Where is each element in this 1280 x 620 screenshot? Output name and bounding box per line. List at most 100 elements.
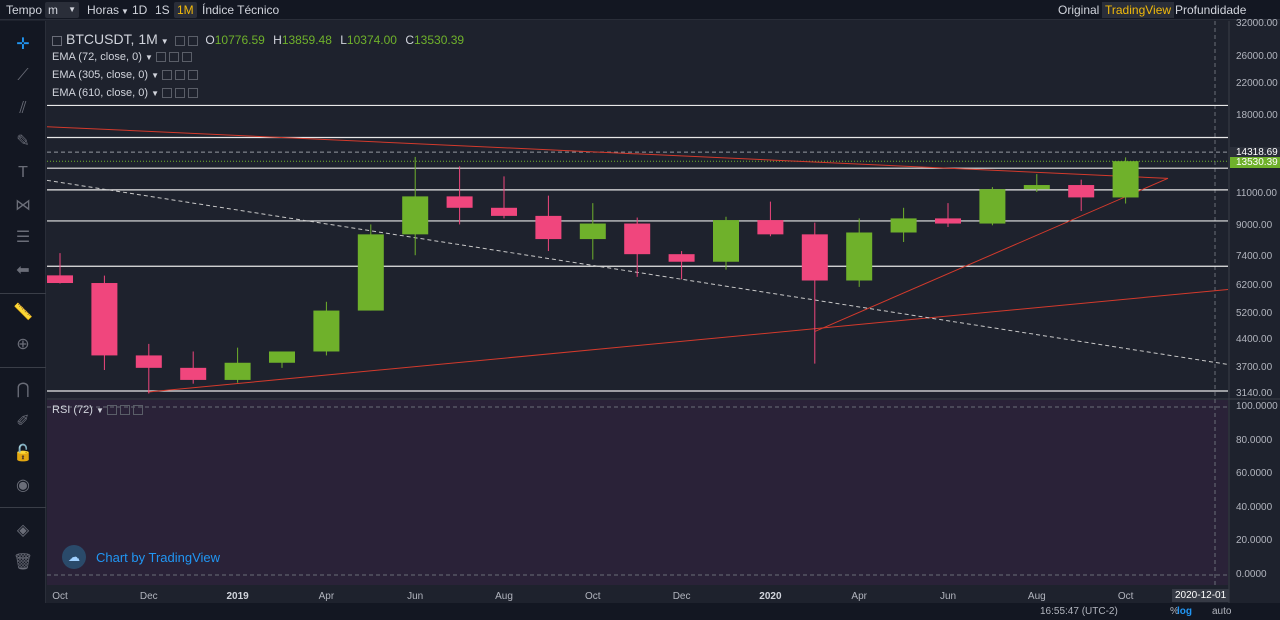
- settings-icon[interactable]: [175, 35, 186, 46]
- pattern-icon[interactable]: ⋈: [15, 197, 31, 214]
- price-tick-label: 3140.00: [1236, 388, 1273, 399]
- price-tick-label: 4400.00: [1236, 334, 1273, 346]
- time-tick-label: Dec: [139, 591, 158, 602]
- ruler-icon[interactable]: 📏: [13, 304, 33, 321]
- price-tick-label: 3700.00: [1236, 361, 1273, 373]
- hide-icon[interactable]: [174, 88, 185, 99]
- candle-body: [135, 355, 162, 368]
- indicator-label: EMA (610, close, 0): [52, 87, 148, 99]
- indicator-ema-305[interactable]: EMA (305, close, 0) ▼: [52, 69, 198, 81]
- high-value: 13859.48: [281, 33, 332, 47]
- chevron-down-icon[interactable]: ▼: [160, 37, 169, 46]
- candle-body: [668, 254, 695, 262]
- minutes-select[interactable]: m ▼: [45, 2, 79, 18]
- candle-body: [713, 220, 739, 262]
- date-cursor-tag: 2020-12-01: [1172, 589, 1230, 602]
- rsi-pane: [47, 400, 1228, 585]
- collapse-icon[interactable]: [52, 35, 62, 46]
- watermark-label: Chart by TradingView: [96, 549, 221, 565]
- trend-line-icon[interactable]: ⟋: [17, 67, 29, 84]
- settings-icon[interactable]: [155, 52, 166, 63]
- interval-1s-button[interactable]: 1S: [155, 3, 170, 17]
- hide-icon[interactable]: [119, 405, 130, 416]
- open-value: 10776.59: [214, 33, 265, 47]
- candle-body: [935, 218, 961, 224]
- indicator-label: RSI (72): [52, 404, 93, 416]
- close-icon[interactable]: [187, 88, 198, 99]
- mark-price-tag: 14318.69: [1230, 147, 1280, 158]
- price-tick-label: 11000.00: [1236, 188, 1277, 200]
- candle-body: [491, 207, 517, 216]
- time-tick-label: Apr: [851, 591, 867, 602]
- candle-body: [1112, 161, 1139, 198]
- indicator-ema-72[interactable]: EMA (72, close, 0) ▼: [52, 51, 192, 63]
- text-tool-icon[interactable]: T: [18, 164, 28, 181]
- interval-1d-button[interactable]: 1D: [132, 3, 148, 17]
- rsi-tick-label: 60.0000: [1236, 468, 1273, 479]
- clock-label: 16:55:47 (UTC-2): [1040, 606, 1118, 617]
- symbol-label[interactable]: BTCUSDT, 1M: [66, 31, 158, 47]
- time-tick-label: Jun: [939, 591, 957, 602]
- time-tick-label: Oct: [52, 591, 68, 602]
- chevron-down-icon: ▼: [121, 7, 129, 16]
- chevron-down-icon[interactable]: ▼: [151, 71, 159, 80]
- time-tick-label: Dec: [672, 591, 691, 602]
- tradingview-watermark[interactable]: ☁ Chart by TradingView: [62, 544, 220, 570]
- fib-retracement-icon[interactable]: ☰: [15, 229, 31, 246]
- hide-icon[interactable]: [188, 35, 199, 46]
- close-icon[interactable]: [181, 52, 192, 63]
- hide-icon[interactable]: [174, 70, 185, 81]
- view-depth-tab[interactable]: Profundidade: [1175, 3, 1247, 17]
- layers-icon[interactable]: ◈: [16, 522, 30, 539]
- chevron-down-icon[interactable]: ▼: [96, 406, 104, 415]
- candle-body: [890, 218, 917, 233]
- hide-icon[interactable]: [168, 52, 179, 63]
- back-arrow-icon[interactable]: ⬅: [16, 262, 30, 279]
- candle-body: [624, 223, 651, 255]
- close-icon[interactable]: [132, 405, 143, 416]
- settings-icon[interactable]: [161, 70, 172, 81]
- close-icon[interactable]: [187, 70, 198, 81]
- toolbar-divider: [0, 507, 46, 508]
- low-key: L: [340, 33, 347, 47]
- percent-scale-button[interactable]: %: [1170, 606, 1179, 617]
- candle-body: [979, 189, 1006, 224]
- minutes-select-value: m: [48, 3, 58, 17]
- support-trendline: [147, 288, 1229, 393]
- lock-icon[interactable]: 🔓: [13, 445, 33, 462]
- brush-icon[interactable]: ✎: [16, 133, 30, 150]
- zoom-in-icon[interactable]: ⊕: [16, 336, 30, 353]
- eye-icon[interactable]: ◉: [16, 477, 30, 494]
- rsi-tick-label: 100.0000: [1236, 401, 1278, 412]
- candle-body: [357, 234, 384, 311]
- trash-icon[interactable]: 🗑: [12, 554, 34, 571]
- settings-icon[interactable]: [106, 405, 117, 416]
- log-scale-button[interactable]: log: [1177, 606, 1192, 617]
- price-tick-label: 18000.00: [1236, 109, 1278, 121]
- crosshair-icon[interactable]: ✛: [16, 36, 30, 53]
- auto-scale-button[interactable]: auto: [1212, 606, 1232, 617]
- magnet-icon[interactable]: ⋂: [16, 381, 30, 398]
- pencil-lock-icon[interactable]: ✐: [16, 413, 30, 430]
- settings-icon[interactable]: [161, 88, 172, 99]
- candle-body: [1068, 185, 1095, 198]
- view-tradingview-tab[interactable]: TradingView: [1102, 2, 1175, 18]
- view-original-tab[interactable]: Original: [1058, 3, 1100, 17]
- rsi-tick-label: 0.0000: [1236, 568, 1267, 580]
- candle-body: [91, 283, 118, 356]
- indicator-ema-610[interactable]: EMA (610, close, 0) ▼: [52, 87, 198, 99]
- chevron-down-icon[interactable]: ▼: [144, 53, 153, 62]
- close-value: 13530.39: [414, 33, 465, 47]
- chevron-down-icon[interactable]: ▼: [151, 89, 159, 98]
- tradingview-logo-icon: ☁: [62, 545, 86, 569]
- indicator-rsi[interactable]: RSI (72) ▼: [52, 404, 143, 416]
- interval-1m-button[interactable]: 1M: [174, 2, 197, 18]
- ohlc-legend: BTCUSDT, 1M ▼ O10776.59 H13859.48 L10374.…: [52, 31, 464, 47]
- candle-body: [224, 362, 251, 380]
- indicators-button[interactable]: Índice Técnico: [202, 3, 280, 17]
- hours-select[interactable]: Horas ▼: [84, 2, 132, 18]
- time-tick-label: Oct: [585, 591, 601, 602]
- pitchfork-icon[interactable]: ⫽: [19, 100, 27, 117]
- time-tick-label: Apr: [318, 591, 335, 602]
